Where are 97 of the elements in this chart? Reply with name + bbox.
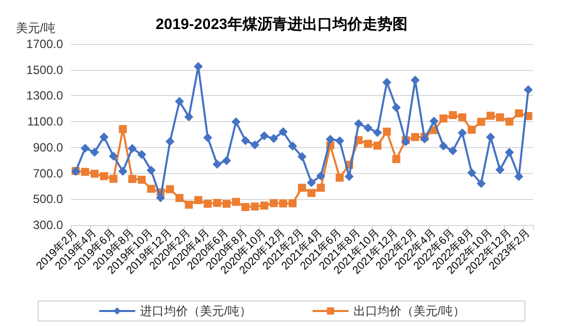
point bbox=[448, 146, 458, 156]
point bbox=[175, 194, 184, 202]
point bbox=[222, 200, 231, 208]
point bbox=[109, 174, 118, 183]
point bbox=[156, 193, 166, 202]
point bbox=[373, 142, 382, 150]
point bbox=[288, 142, 298, 151]
point bbox=[514, 109, 523, 118]
point bbox=[174, 96, 184, 106]
point bbox=[524, 85, 533, 94]
y-tick-label: 700.0 bbox=[32, 166, 64, 180]
y-tick-label: 1500.0 bbox=[26, 62, 64, 77]
point bbox=[514, 172, 524, 182]
point bbox=[80, 144, 90, 153]
point bbox=[354, 119, 364, 128]
point bbox=[382, 78, 392, 87]
point bbox=[504, 148, 514, 157]
point bbox=[90, 148, 100, 157]
point bbox=[430, 116, 438, 126]
point bbox=[382, 128, 391, 136]
point bbox=[184, 200, 193, 209]
point bbox=[298, 184, 306, 192]
point bbox=[118, 166, 128, 176]
point bbox=[298, 152, 306, 162]
point bbox=[147, 184, 156, 193]
point bbox=[306, 178, 316, 188]
point bbox=[166, 185, 174, 194]
point bbox=[146, 166, 156, 175]
point bbox=[260, 131, 269, 140]
point bbox=[100, 132, 108, 142]
point bbox=[194, 62, 203, 71]
point bbox=[90, 170, 99, 178]
point bbox=[241, 203, 250, 212]
point bbox=[392, 102, 401, 112]
point bbox=[279, 199, 288, 208]
y-tick-label: 1300.0 bbox=[26, 88, 64, 103]
point bbox=[458, 128, 467, 138]
point bbox=[438, 142, 448, 151]
point bbox=[316, 171, 326, 180]
point bbox=[260, 202, 268, 210]
point bbox=[486, 112, 495, 120]
point bbox=[250, 202, 259, 211]
y-axis-title: 美元/吨 bbox=[16, 21, 56, 35]
point bbox=[496, 113, 504, 122]
point bbox=[212, 160, 222, 169]
point bbox=[458, 113, 466, 122]
point bbox=[476, 179, 486, 188]
point bbox=[288, 199, 297, 208]
point bbox=[467, 168, 476, 178]
point bbox=[232, 117, 240, 126]
point bbox=[270, 199, 278, 208]
y-tick-label: 300.0 bbox=[32, 218, 64, 232]
point bbox=[316, 184, 325, 192]
point bbox=[372, 128, 382, 138]
point bbox=[448, 111, 457, 120]
point bbox=[240, 136, 250, 146]
y-tick-label: 900.0 bbox=[32, 140, 64, 154]
point bbox=[326, 134, 335, 144]
point bbox=[81, 168, 90, 176]
point bbox=[336, 174, 344, 182]
legend-label: 进口均价（美元/吨） bbox=[140, 304, 252, 318]
point bbox=[128, 144, 137, 153]
point bbox=[108, 152, 118, 161]
point bbox=[166, 136, 174, 146]
point bbox=[468, 126, 476, 134]
point bbox=[137, 150, 146, 160]
point bbox=[250, 140, 260, 150]
chart-title: 2019-2023年煤沥青进出口均价走势图 bbox=[156, 16, 408, 33]
point bbox=[203, 133, 212, 142]
y-tick-label: 1100.0 bbox=[27, 114, 64, 129]
point bbox=[486, 132, 496, 142]
point bbox=[477, 118, 486, 126]
point bbox=[364, 123, 372, 132]
point bbox=[411, 133, 420, 142]
point bbox=[128, 174, 136, 183]
point bbox=[194, 196, 202, 204]
point bbox=[307, 188, 316, 197]
point bbox=[335, 136, 344, 146]
point bbox=[138, 176, 146, 184]
point bbox=[118, 125, 127, 134]
point bbox=[100, 172, 108, 180]
point bbox=[505, 118, 514, 126]
point bbox=[496, 165, 504, 174]
point bbox=[278, 127, 288, 136]
point bbox=[420, 134, 430, 144]
legend-label: 出口均价（美元/吨） bbox=[354, 304, 465, 318]
point bbox=[184, 112, 194, 122]
y-tick-label: 1700.0 bbox=[26, 37, 64, 51]
point bbox=[222, 156, 232, 166]
point bbox=[269, 134, 278, 144]
point bbox=[204, 200, 212, 208]
point bbox=[392, 155, 400, 164]
point bbox=[213, 198, 222, 207]
point bbox=[232, 198, 240, 206]
point bbox=[439, 114, 448, 122]
point bbox=[364, 140, 372, 148]
y-tick-label: 500.0 bbox=[32, 192, 64, 206]
